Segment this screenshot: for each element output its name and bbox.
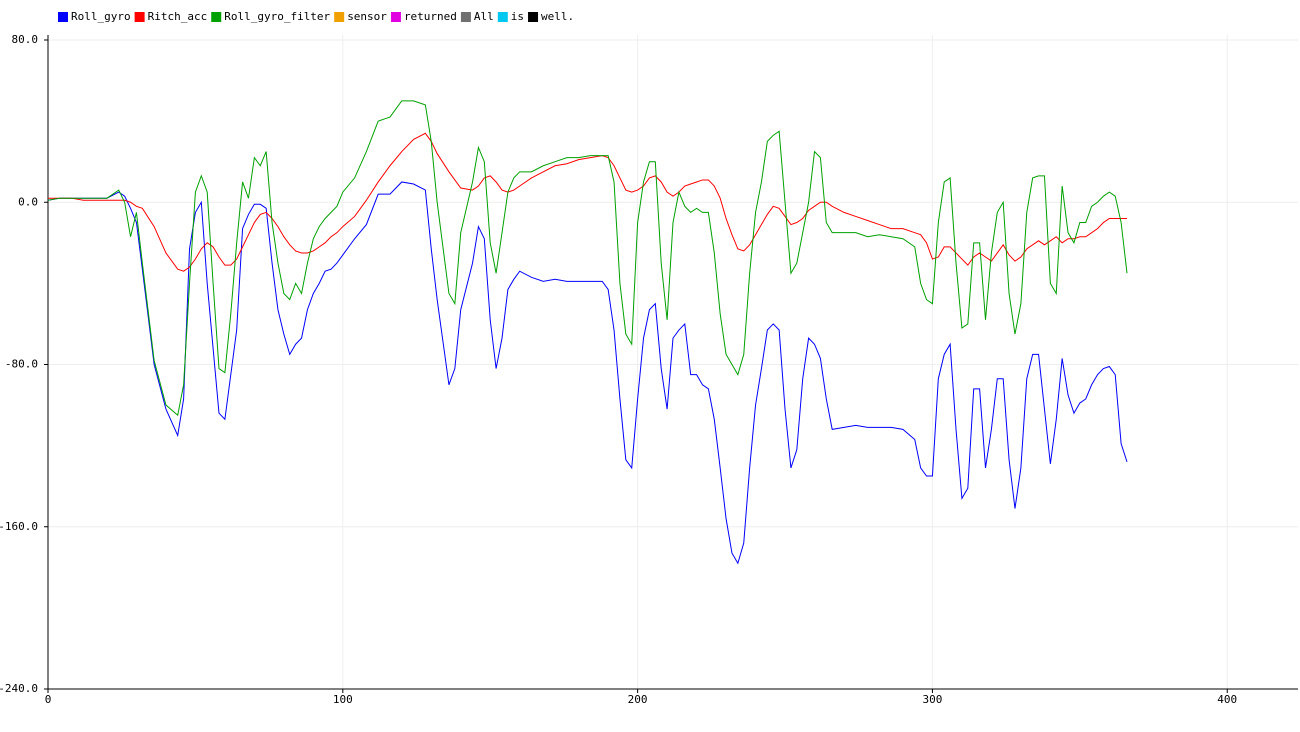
series-line	[47, 181, 1128, 565]
legend-label: well.	[541, 10, 574, 23]
legend-label: sensor	[347, 10, 387, 23]
x-tick-label: 400	[1217, 693, 1237, 706]
legend-label: returned	[404, 10, 457, 23]
legend-swatch	[334, 12, 345, 22]
legend-swatch	[390, 12, 401, 22]
legend-label: Ritch_acc	[148, 10, 208, 23]
y-tick-label: -160.0	[0, 520, 38, 533]
x-tick-label: 0	[45, 693, 52, 706]
y-tick-label: 0.0	[18, 195, 38, 208]
legend-label: All	[474, 10, 494, 23]
y-tick-label: -240.0	[0, 682, 38, 695]
x-tick-label: 200	[628, 693, 648, 706]
x-tick-label: 100	[333, 693, 353, 706]
legend-swatch	[497, 12, 508, 22]
series-line	[47, 100, 1128, 417]
legend-swatch	[58, 12, 68, 22]
legend-label: Roll_gyro	[71, 10, 131, 23]
legend-swatch	[211, 12, 222, 22]
legend-label: Roll_gyro_filter	[224, 10, 330, 23]
series-line	[48, 132, 1128, 272]
legend-swatch	[134, 12, 145, 22]
y-tick-label: -80.0	[5, 358, 38, 371]
legend-swatch	[528, 12, 539, 22]
legend-label: is	[511, 10, 524, 23]
legend-swatch	[460, 12, 471, 22]
y-tick-label: 80.0	[12, 33, 39, 46]
x-tick-label: 300	[922, 693, 942, 706]
